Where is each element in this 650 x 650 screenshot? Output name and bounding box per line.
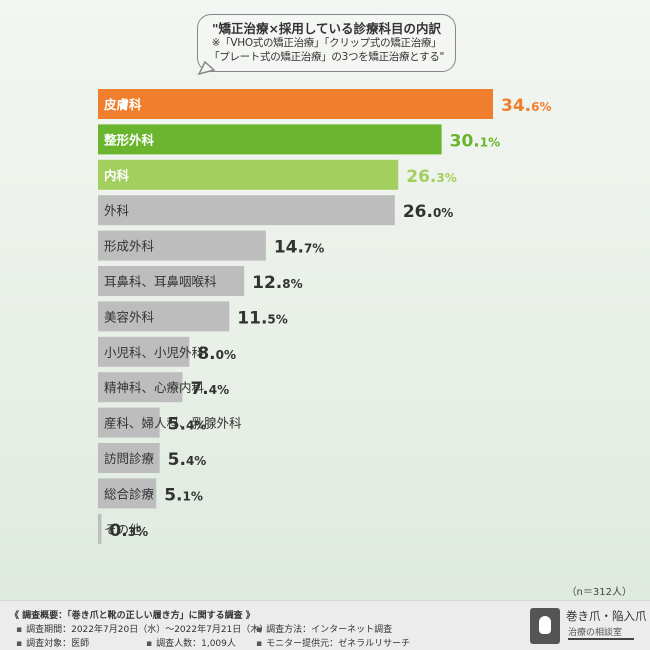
category-label-3: 外科 bbox=[104, 203, 130, 218]
value-label-11: 5.1% bbox=[164, 485, 203, 505]
bar-5 bbox=[98, 266, 245, 296]
survey-count: 調査人数：1,009人 bbox=[146, 636, 236, 649]
value-label-2: 26.3% bbox=[406, 167, 457, 187]
bar-0 bbox=[98, 89, 493, 119]
bar-4 bbox=[98, 230, 266, 261]
sample-size-note: （n＝312人） bbox=[566, 587, 632, 598]
bars-group: 皮膚科 34.6% 整形外科 30.1% 内科 26.3% 外科 26.0% 形成外科 14.7%… bbox=[98, 89, 552, 544]
value-label-9: 5.4% bbox=[168, 415, 207, 435]
category-label-0: 皮膚科 bbox=[103, 97, 142, 112]
survey-provider: モニター提供元：ゼネラルリサーチ bbox=[256, 636, 410, 649]
bar-12 bbox=[98, 513, 102, 544]
logo-subtitle: 治療の相談室 bbox=[568, 628, 623, 638]
value-label-5: 12.8% bbox=[252, 273, 303, 293]
category-label-5: 耳鼻科、耳鼻咽喉科 bbox=[104, 274, 217, 289]
value-label-4: 14.7% bbox=[274, 238, 325, 258]
bar-9 bbox=[98, 407, 160, 438]
category-label-6: 美容外科 bbox=[104, 309, 155, 324]
value-label-12: 0.3% bbox=[109, 521, 148, 541]
category-label-9: 産科、婦人科、乳腺外科 bbox=[104, 416, 242, 431]
survey-method: 調査方法：インターネット調査 bbox=[256, 622, 392, 635]
category-label-7: 小児科、小児外科 bbox=[104, 345, 205, 360]
category-label-11: 総合診療 bbox=[104, 486, 155, 501]
bar-11 bbox=[98, 478, 157, 509]
site-logo: 巻き爪・陥入爪 治療の相談室 bbox=[530, 606, 647, 646]
bar-2 bbox=[98, 159, 399, 190]
category-label-1: 整形外科 bbox=[104, 132, 155, 147]
value-label-0: 34.6% bbox=[501, 96, 552, 116]
category-label-12: その他 bbox=[104, 522, 142, 537]
category-label-4: 形成外科 bbox=[104, 239, 155, 254]
survey-period: 調査期間：2022年7月20日（水）～2022年7月21日（木） bbox=[16, 622, 268, 635]
category-label-10: 訪問診療 bbox=[104, 451, 155, 466]
value-label-7: 8.0% bbox=[197, 344, 236, 364]
bar-8 bbox=[98, 372, 183, 403]
value-label-3: 26.0% bbox=[403, 202, 454, 222]
logo-name: 巻き爪・陥入爪 bbox=[566, 609, 647, 623]
chart-note-line-1: ※「VHO式の矯正治療」「クリップ式の矯正治療」 bbox=[211, 37, 442, 49]
bar-3 bbox=[98, 195, 395, 226]
speech-bubble-tail bbox=[197, 60, 216, 76]
category-label-8: 精神科、心療内科 bbox=[104, 380, 205, 395]
survey-footer: 《 調査概要：「巻き爪と靴の正しい履き方」に関する調査 》 調査期間：2022年… bbox=[0, 600, 650, 650]
bar-6 bbox=[98, 301, 230, 332]
bar-chart: 皮膚科 34.6% 整形外科 30.1% 内科 26.3% 外科 26.0% 形成外科 14.7%… bbox=[98, 60, 552, 544]
value-label-6: 11.5% bbox=[237, 308, 288, 328]
chart-title-bubble: "矯正治療×採用している診療科目の内訳 ※「VHO式の矯正治療」「クリップ式の矯… bbox=[197, 14, 456, 72]
value-label-10: 5.4% bbox=[168, 450, 207, 470]
chart-title: "矯正治療×採用している診療科目の内訳 bbox=[211, 21, 442, 36]
survey-target: 調査対象：医師 bbox=[16, 636, 89, 649]
value-label-8: 7.4% bbox=[190, 379, 229, 399]
survey-title: 《 調査概要：「巻き爪と靴の正しい履き方」に関する調査 》 bbox=[10, 611, 255, 621]
logo-underline bbox=[568, 638, 634, 640]
value-label-1: 30.1% bbox=[450, 131, 501, 151]
bar-10 bbox=[98, 443, 160, 473]
bar-1 bbox=[98, 124, 442, 155]
bar-7 bbox=[98, 336, 190, 367]
category-label-2: 内科 bbox=[104, 168, 130, 183]
logo-icon bbox=[530, 608, 560, 644]
chart-note-line-2: 「プレート式の矯正治療」の3つを矯正治療とする" bbox=[209, 51, 444, 63]
